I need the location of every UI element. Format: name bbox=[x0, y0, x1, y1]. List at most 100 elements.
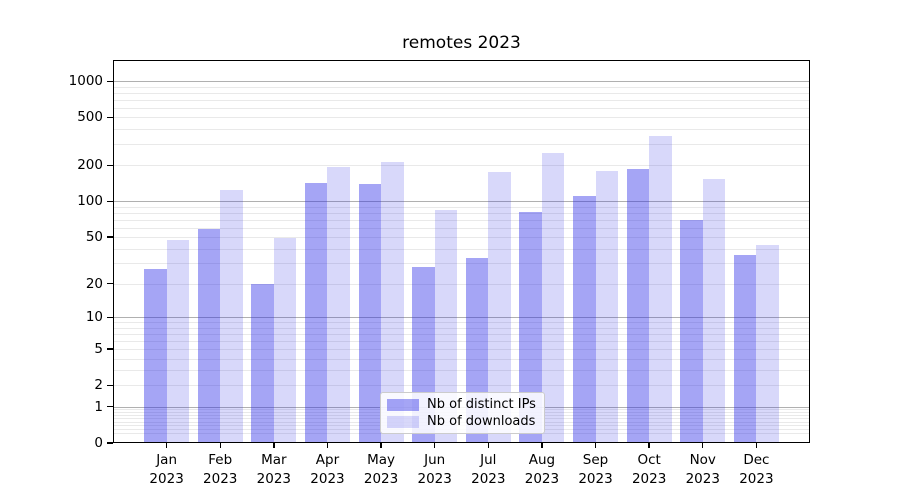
bar-ips-aug bbox=[519, 211, 542, 443]
x-tick-label: Dec 2023 bbox=[739, 452, 774, 487]
bar-downloads-may bbox=[381, 161, 404, 443]
bar-downloads-apr bbox=[327, 166, 350, 443]
gridline-minor bbox=[113, 334, 810, 336]
gridline-minor bbox=[113, 129, 810, 131]
x-tick-mark bbox=[219, 443, 221, 448]
x-tick-mark bbox=[755, 443, 758, 448]
gridline-major bbox=[113, 317, 810, 319]
y-tick-label: 2 bbox=[94, 377, 103, 394]
bar-ips-oct bbox=[626, 169, 650, 443]
bar-ips-nov bbox=[680, 219, 703, 443]
bar-ips-apr bbox=[304, 183, 328, 443]
y-tick-label: 100 bbox=[77, 193, 103, 210]
x-tick-label: Feb 2023 bbox=[203, 452, 238, 487]
y-tick-mark bbox=[107, 316, 113, 319]
x-tick-label: Aug 2023 bbox=[524, 452, 560, 487]
bar-downloads-feb bbox=[220, 189, 243, 443]
gridline-minor bbox=[113, 92, 810, 94]
gridline-minor bbox=[113, 370, 810, 372]
bars-layer bbox=[113, 60, 810, 443]
x-tick-mark bbox=[273, 443, 275, 448]
y-tick-mark bbox=[107, 116, 113, 119]
bar-ips-dec bbox=[733, 255, 757, 443]
gridline-minor bbox=[113, 327, 810, 329]
x-tick-label: Nov 2023 bbox=[685, 452, 720, 487]
x-tick-mark bbox=[165, 443, 168, 448]
bar-downloads-oct bbox=[649, 136, 672, 443]
gridline-major bbox=[113, 201, 810, 203]
x-tick-mark bbox=[541, 443, 543, 448]
gridline-major bbox=[113, 81, 810, 83]
x-tick-mark bbox=[648, 443, 650, 448]
gridline-minor bbox=[113, 86, 810, 88]
distinct-ips-swatch bbox=[387, 398, 419, 411]
bar-downloads-jul bbox=[488, 172, 511, 443]
y-tick-mark bbox=[107, 164, 113, 166]
bar-downloads-nov bbox=[702, 178, 726, 443]
gridline-minor bbox=[113, 99, 810, 101]
x-tick-label: Apr 2023 bbox=[310, 452, 345, 487]
gridline-minor bbox=[113, 349, 810, 351]
bar-downloads-dec bbox=[756, 244, 779, 443]
y-tick-mark bbox=[107, 282, 113, 285]
bar-ips-feb bbox=[197, 228, 221, 443]
gridline-minor bbox=[113, 117, 810, 119]
gridline-minor bbox=[113, 385, 810, 387]
legend: Nb of distinct IPs Nb of downloads bbox=[380, 392, 545, 434]
gridline-minor bbox=[113, 358, 810, 360]
x-tick-mark bbox=[487, 443, 489, 448]
gridline-minor bbox=[113, 206, 810, 208]
gridline-minor bbox=[113, 283, 810, 285]
gridline-minor bbox=[113, 237, 810, 239]
y-tick-label: 1000 bbox=[68, 73, 103, 90]
x-tick-label: Oct 2023 bbox=[631, 452, 667, 487]
gridline-minor bbox=[113, 219, 810, 221]
bar-downloads-jan bbox=[166, 240, 190, 443]
gridline-minor bbox=[113, 107, 810, 109]
gridline-minor bbox=[113, 144, 810, 146]
bar-downloads-aug bbox=[541, 152, 565, 443]
legend-label: Nb of downloads bbox=[427, 414, 536, 429]
x-tick-label: Jun 2023 bbox=[417, 452, 452, 487]
legend-item-distinct-ips: Nb of distinct IPs bbox=[387, 397, 538, 412]
y-tick-label: 50 bbox=[85, 229, 103, 246]
y-tick-mark bbox=[107, 442, 113, 444]
x-tick-label: May 2023 bbox=[363, 452, 399, 487]
y-tick-mark bbox=[107, 384, 113, 387]
bar-downloads-mar bbox=[273, 238, 297, 443]
gridline-minor bbox=[113, 165, 810, 167]
y-tick-label: 200 bbox=[77, 157, 103, 174]
y-tick-label: 20 bbox=[85, 275, 103, 292]
y-tick-label: 1 bbox=[94, 398, 103, 415]
x-tick-mark bbox=[594, 443, 597, 448]
y-tick-mark bbox=[107, 80, 113, 82]
y-tick-label: 0 bbox=[94, 435, 103, 451]
gridline-minor bbox=[113, 263, 810, 265]
x-tick-mark bbox=[433, 443, 436, 448]
gridline-minor bbox=[113, 322, 810, 324]
y-tick-label: 500 bbox=[77, 109, 103, 126]
y-tick-mark bbox=[107, 200, 113, 202]
bar-ips-may bbox=[358, 183, 382, 443]
x-tick-label: Mar 2023 bbox=[256, 452, 292, 487]
gridline-minor bbox=[113, 212, 810, 214]
x-tick-mark bbox=[702, 443, 704, 448]
x-tick-mark bbox=[380, 443, 382, 448]
bar-downloads-jun bbox=[434, 209, 458, 443]
bar-ips-mar bbox=[251, 283, 274, 443]
y-tick-label: 5 bbox=[94, 341, 103, 358]
gridline-minor bbox=[113, 227, 810, 229]
legend-item-downloads: Nb of downloads bbox=[387, 414, 538, 429]
x-tick-label: Jan 2023 bbox=[149, 452, 184, 487]
y-tick-mark bbox=[107, 406, 113, 408]
x-tick-label: Sep 2023 bbox=[578, 452, 613, 487]
bar-ips-jan bbox=[144, 268, 167, 443]
downloads-swatch bbox=[387, 415, 419, 428]
chart-title: remotes 2023 bbox=[402, 33, 521, 53]
y-tick-mark bbox=[107, 348, 113, 350]
y-tick-label: 10 bbox=[85, 309, 103, 326]
gridline-minor bbox=[113, 341, 810, 343]
legend-label: Nb of distinct IPs bbox=[427, 397, 536, 412]
x-tick-label: Jul 2023 bbox=[471, 452, 506, 487]
